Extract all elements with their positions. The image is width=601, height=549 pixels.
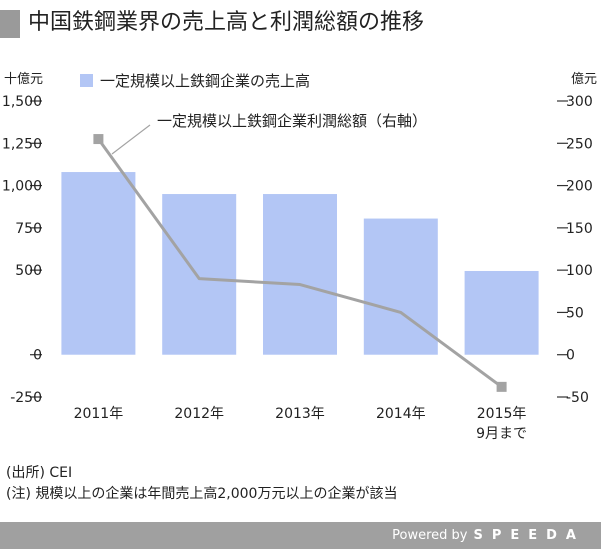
powered-by-label: Powered by xyxy=(392,528,468,543)
legend-bar-label: 一定規模以上鉄鋼企業の売上高 xyxy=(100,72,310,90)
x-tick-label: 2014年 xyxy=(376,406,426,422)
x-tick-sublabel: 9月まで xyxy=(476,426,527,442)
profit-line xyxy=(97,138,503,389)
definition-note: (注) 規模以上の企業は年間売上高2,000万元以上の企業が該当 xyxy=(6,486,398,502)
right-tick-label: 50 xyxy=(566,305,584,321)
right-tick-label: 250 xyxy=(566,136,593,152)
x-tick-label: 2015年 xyxy=(477,406,527,422)
line-series-label: 一定規模以上鉄鋼企業利潤総額（右軸） xyxy=(157,112,427,130)
bar-3 xyxy=(263,194,337,355)
profit-marker xyxy=(93,134,104,145)
x-tick-label: 2011年 xyxy=(74,406,124,422)
left-tick-label: -250 xyxy=(10,390,42,406)
x-tick-label: 2013年 xyxy=(275,406,325,422)
source-note: (出所) CEI xyxy=(6,465,73,481)
left-tick-label: 1,250 xyxy=(2,136,42,152)
speeda-logo: SPEEDA xyxy=(473,528,585,543)
title-accent-bar xyxy=(0,10,20,38)
left-tick-label: 500 xyxy=(15,263,42,279)
bar-5 xyxy=(464,270,539,355)
left-tick-label: 0 xyxy=(33,348,42,364)
right-tick-label: 200 xyxy=(566,179,593,195)
chart-notes: (出所) CEI (注) 規模以上の企業は年間売上高2,000万元以上の企業が該… xyxy=(6,463,397,505)
x-tick-label: 2012年 xyxy=(174,406,224,422)
legend-bar-swatch xyxy=(80,74,93,87)
left-tick-label: 1,500 xyxy=(2,94,42,110)
profit-marker xyxy=(496,381,507,392)
right-axis-unit: 億元 xyxy=(571,71,597,87)
right-tick-label: 0 xyxy=(566,348,575,364)
footer-bar: Powered by SPEEDA xyxy=(0,522,601,549)
right-tick-label: -50 xyxy=(566,390,589,406)
bar-4 xyxy=(363,218,438,355)
right-tick-label: 300 xyxy=(566,94,593,110)
bar-1 xyxy=(61,172,136,355)
chart: 1,5001,2501,0007505000-250十億元30025020015… xyxy=(2,71,597,442)
line-callout-leader xyxy=(111,124,151,155)
left-axis-unit: 十億元 xyxy=(4,71,43,87)
right-tick-label: 100 xyxy=(566,263,593,279)
powered-by: Powered by SPEEDA xyxy=(392,526,585,545)
left-tick-label: 1,000 xyxy=(2,179,42,195)
right-tick-label: 150 xyxy=(566,221,593,237)
left-tick-label: 750 xyxy=(15,221,42,237)
chart-title: 中国鉄鋼業界の売上高と利潤総額の推移 xyxy=(28,10,425,35)
bar-2 xyxy=(162,194,237,355)
